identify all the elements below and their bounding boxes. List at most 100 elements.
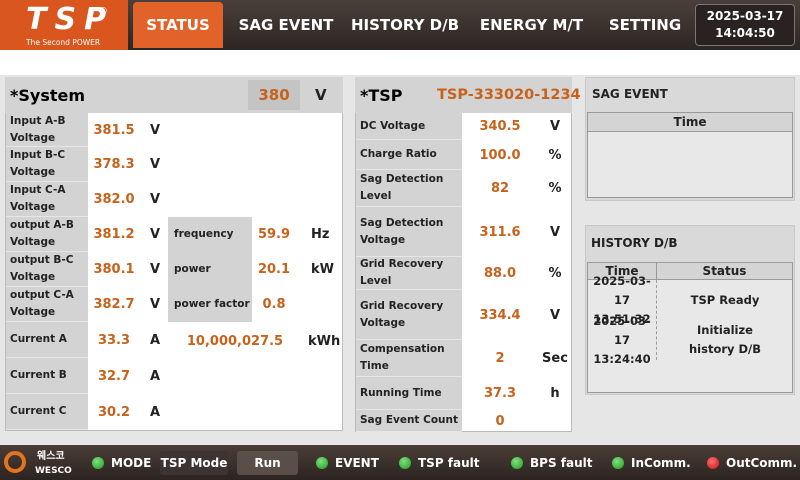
tab[interactable]: SAG EVENT	[238, 16, 334, 34]
row-unit: %	[548, 147, 562, 163]
row-label: Grid Recovery Level	[356, 257, 462, 290]
row-unit: %	[548, 181, 562, 196]
row-value: 33.3	[97, 332, 131, 348]
indicator-label: InComm.	[631, 456, 691, 470]
mode-light	[92, 457, 104, 469]
indicator-light	[316, 457, 328, 469]
run-value: Run	[237, 451, 298, 475]
row-label: Running Time	[356, 377, 462, 410]
row-value: 30.2	[97, 404, 131, 420]
row-label: output A-B Voltage	[6, 217, 88, 252]
indicator-light	[399, 457, 411, 469]
row-label: Sag Detection Voltage	[356, 207, 462, 257]
row-value: 32.7	[97, 368, 131, 384]
row-unit: V	[150, 122, 161, 138]
row-unit: %	[548, 266, 562, 281]
row-label: Current B	[6, 358, 88, 394]
system-value: 380	[248, 80, 300, 110]
row-value: 382.0	[93, 192, 135, 207]
tab[interactable]: STATUS	[133, 2, 223, 48]
row-unit: V	[150, 297, 161, 312]
row-unit: V	[150, 192, 161, 207]
indicator-label: EVENT	[335, 456, 379, 470]
indicator-light	[707, 457, 719, 469]
tsp-title: *TSP	[360, 85, 403, 105]
extra-value: 20.1	[257, 262, 291, 277]
row-label: Input C-A Voltage	[6, 182, 88, 217]
row-unit: Sec	[542, 351, 568, 366]
system-unit: V	[315, 86, 327, 104]
sag-title: SAG EVENT	[592, 86, 668, 101]
row-unit: A	[150, 332, 161, 348]
strip	[0, 50, 800, 75]
row-label: output B-C Voltage	[6, 252, 88, 287]
indicator-light	[511, 457, 523, 469]
row-value: 334.4	[479, 307, 521, 323]
row-unit: A	[150, 368, 161, 384]
row-label: Current C	[6, 394, 88, 430]
energy-unit: kWh	[308, 333, 341, 349]
row-label: Charge Ratio	[356, 140, 462, 170]
history-title: HISTORY D/B	[591, 235, 678, 250]
row-label: Input A-B Voltage	[6, 113, 88, 147]
tsp-id: TSP-333020-1234	[437, 87, 581, 103]
logo-box	[0, 0, 128, 50]
extra-label: power factor	[174, 298, 250, 310]
row-label: Grid Recovery Voltage	[356, 290, 462, 340]
extra-unit: kW	[311, 262, 334, 277]
extra-box	[168, 217, 252, 322]
extra-value: 0.8	[262, 297, 286, 312]
row-value: 100.0	[479, 147, 521, 163]
row-label: Input B-C Voltage	[6, 147, 88, 182]
tab[interactable]: ENERGY M/T	[479, 16, 584, 34]
row-unit: h	[550, 386, 560, 401]
tab[interactable]: HISTORY D/B	[350, 16, 460, 34]
row-value: 381.5	[93, 122, 135, 138]
mode-label: MODE	[111, 456, 152, 470]
indicator-label: OutComm.	[726, 456, 798, 470]
row-value: 2	[495, 351, 505, 366]
indicator-label: BPS fault	[530, 456, 593, 470]
mode-value: TSP Mode	[160, 451, 228, 475]
row-value: 37.3	[483, 386, 517, 401]
logo-mark: ®	[98, 6, 108, 17]
row-unit: V	[150, 262, 161, 277]
history-col: Time	[587, 262, 657, 280]
indicator-light	[612, 457, 624, 469]
indicator-label: TSP fault	[418, 456, 480, 470]
row-value: 340.5	[479, 119, 521, 134]
tab[interactable]: SETTING	[608, 16, 682, 34]
brand-icon	[4, 451, 26, 473]
brand-name: WESCO	[35, 465, 72, 476]
row-label: Sag Detection Level	[356, 170, 462, 207]
row-unit: V	[549, 307, 561, 323]
tsp-header	[355, 77, 572, 113]
history-table	[587, 262, 793, 393]
energy-value: 10,000,027.5	[186, 333, 284, 349]
row-unit: V	[150, 227, 161, 242]
history-status: Initialize history D/B	[688, 323, 762, 356]
row-value: 0	[495, 413, 505, 429]
history-col: Status	[656, 262, 793, 280]
history-time: 2025-03-17 13:24:40	[593, 313, 651, 366]
extra-unit: Hz	[311, 227, 330, 242]
clock: 2025-03-17 14:04:50	[695, 4, 795, 46]
row-label: output C-A Voltage	[6, 287, 88, 322]
row-value: 82	[490, 181, 510, 196]
row-label: Compensation Time	[356, 340, 462, 377]
brand-korean: 웨스코	[37, 451, 65, 462]
row-label: Current A	[6, 322, 88, 358]
row-value: 378.3	[93, 157, 135, 172]
extra-label: power	[174, 263, 211, 275]
row-unit: V	[549, 119, 561, 134]
history-status: TSP Ready	[690, 292, 760, 307]
row-value: 311.6	[479, 224, 521, 240]
row-value: 382.7	[93, 297, 135, 312]
row-value: 88.0	[483, 266, 517, 281]
time: 14:04:50	[715, 26, 775, 40]
row-unit: V	[549, 224, 561, 240]
system-title: *System	[10, 85, 86, 105]
extra-value: 59.9	[257, 227, 291, 242]
extra-label: frequency	[174, 228, 234, 240]
